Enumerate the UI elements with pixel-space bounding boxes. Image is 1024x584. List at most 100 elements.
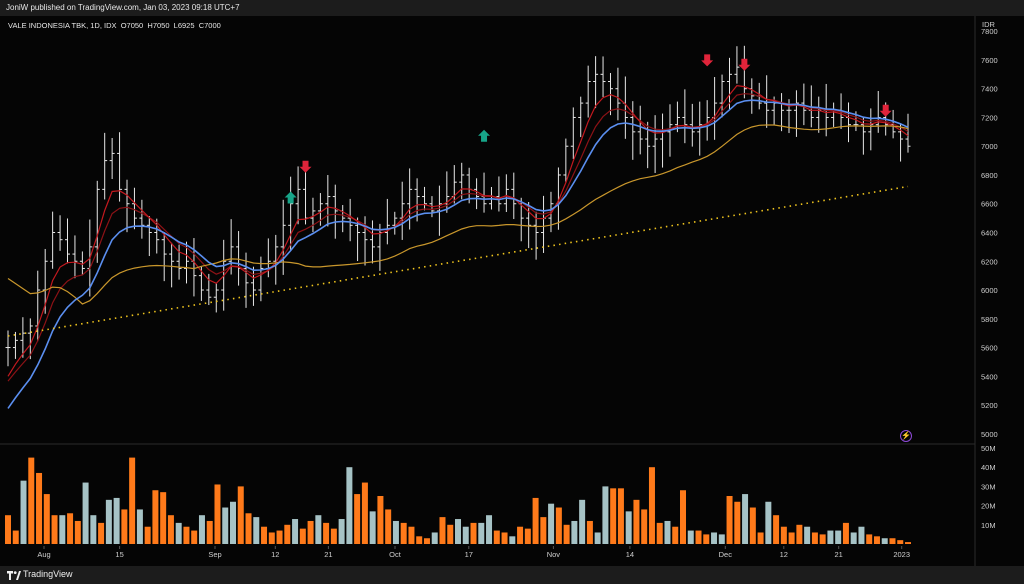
volume-bar	[648, 467, 655, 544]
ohlc-bar	[228, 219, 234, 275]
ohlc-bar	[734, 46, 740, 84]
ohlc-bar	[12, 331, 18, 359]
volume-bar	[385, 509, 392, 544]
volume-bar	[152, 490, 159, 544]
price-axis-tick: 7600	[981, 56, 998, 65]
volume-bar	[509, 536, 516, 544]
volume-bar	[354, 494, 361, 544]
volume-bar	[711, 532, 718, 544]
volume-bar	[423, 538, 430, 544]
volume-bar	[237, 486, 244, 544]
volume-pane[interactable]	[5, 457, 911, 544]
ohlc-bar	[578, 96, 584, 138]
volume-bar	[191, 530, 198, 544]
volume-bar	[866, 534, 873, 544]
volume-bar	[617, 488, 624, 544]
ohlc-bar	[816, 96, 822, 133]
volume-bar	[548, 503, 555, 544]
volume-axis-tick: 10M	[981, 521, 996, 530]
volume-bar	[486, 515, 493, 544]
volume-bar	[610, 488, 617, 544]
price-axis-tick: 6800	[981, 171, 998, 180]
volume-bar	[555, 507, 562, 544]
volume-bar	[672, 526, 679, 544]
price-axis-tick: 5200	[981, 401, 998, 410]
publish-info: JoniW published on TradingView.com, Jan …	[6, 3, 240, 12]
low-value: 6925	[177, 21, 195, 30]
arrow-up-icon	[284, 191, 297, 204]
flash-icon[interactable]: ⚡	[900, 430, 912, 442]
ohlc-bar	[288, 176, 294, 251]
volume-bar	[167, 515, 174, 544]
volume-bar	[501, 532, 508, 544]
volume-bar	[447, 524, 454, 544]
publish-bar: JoniW published on TradingView.com, Jan …	[0, 0, 1024, 16]
moving-average-line	[7, 185, 909, 337]
ohlc-bar	[660, 113, 666, 168]
volume-bar	[478, 522, 485, 544]
price-axis-tick: 7400	[981, 85, 998, 94]
volume-bar	[773, 515, 780, 544]
volume-bar	[858, 526, 865, 544]
ohlc-bar	[280, 199, 286, 275]
price-pane[interactable]	[5, 45, 911, 409]
volume-bar	[687, 530, 694, 544]
volume-bar	[835, 530, 842, 544]
volume-bar	[470, 522, 477, 544]
volume-bar	[819, 534, 826, 544]
ohlc-bar	[563, 138, 569, 183]
ohlc-bar	[131, 187, 137, 230]
volume-bar	[788, 532, 795, 544]
ohlc-bar	[801, 83, 807, 126]
high-label: H	[147, 21, 153, 30]
tradingview-brand: TradingView	[23, 569, 73, 579]
volume-bar	[873, 536, 880, 544]
volume-bar	[105, 499, 112, 544]
axis-labels: 5000 5200 5400 5600 5800 6000 6200 6400 6600 6800…	[37, 27, 997, 559]
volume-bar	[780, 526, 787, 544]
volume-bar	[245, 513, 252, 544]
price-axis-tick: 5800	[981, 315, 998, 324]
arrow-down-icon	[738, 58, 751, 71]
volume-bar	[400, 522, 407, 544]
close-label: C	[198, 21, 205, 30]
ohlc-bar	[57, 215, 63, 251]
volume-bar	[594, 532, 601, 544]
ohlc-bar	[310, 197, 316, 233]
ohlc-bar	[704, 100, 710, 141]
ohlc-bar	[176, 244, 182, 280]
volume-bar	[299, 528, 306, 544]
volume-bar	[850, 532, 857, 544]
ohlc-bar	[682, 89, 688, 144]
price-axis-tick: 6200	[981, 257, 998, 266]
ohlc-bar	[295, 166, 301, 225]
volume-bar	[493, 530, 500, 544]
volume-bar	[369, 511, 376, 544]
time-axis-tick: Aug	[37, 550, 50, 559]
close-value: 7000	[204, 21, 221, 30]
volume-bar	[680, 490, 686, 544]
volume-bar	[292, 519, 299, 544]
open-value: 7050	[126, 21, 144, 30]
symbol-legend[interactable]: VALE INDONESIA TBK, 1D, IDX O7050 H7050 …	[8, 21, 221, 30]
volume-bar	[90, 515, 97, 544]
ohlc-bar	[191, 238, 197, 297]
price-axis-tick: 7200	[981, 113, 998, 122]
volume-bar	[253, 517, 260, 544]
price-axis-tick: 5400	[981, 372, 998, 381]
price-volume-chart[interactable]: 5000 5200 5400 5600 5800 6000 6200 6400 6600 6800…	[0, 16, 1024, 566]
price-axis-tick: 6000	[981, 286, 998, 295]
volume-bar	[462, 526, 469, 544]
arrow-down-icon	[299, 160, 312, 173]
volume-bar	[416, 536, 423, 544]
volume-bar	[261, 526, 268, 544]
volume-bar	[129, 457, 136, 544]
moving-average-line	[7, 99, 909, 409]
time-axis-tick: 12	[780, 550, 788, 559]
ohlc-bar	[689, 103, 695, 147]
ohlc-bar	[481, 172, 487, 213]
volume-bar	[796, 524, 803, 544]
volume-bar	[268, 532, 275, 544]
ohlc-bar	[27, 318, 33, 360]
ohlc-bar	[414, 178, 420, 222]
